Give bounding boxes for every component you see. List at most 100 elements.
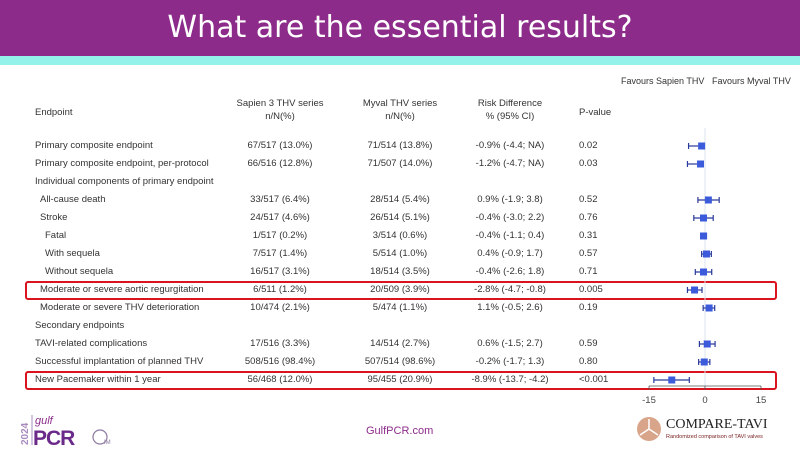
slide-title: What are the essential results? [167,10,633,45]
sapien-cell: 56/468 (12.0%) [247,374,313,385]
p-value-cell: 0.005 [579,284,603,295]
p-value-cell: <0.001 [579,374,609,385]
endpoint-cell: Moderate or severe THV deterioration [40,302,200,313]
header-rd-line1: Risk Difference [477,98,543,109]
p-value-cell: 0.57 [579,248,598,259]
table-row: Individual components of primary endpoin… [0,174,800,192]
endpoint-cell: Successful implantation of planned THV [35,356,204,367]
sapien-cell: 33/517 (6.4%) [250,194,310,205]
header-sapien: Sapien 3 THV series n/N(%) [237,97,324,123]
endpoint-cell: New Pacemaker within 1 year [35,374,161,385]
myval-cell: 95/455 (20.9%) [367,374,433,385]
x-tick-label: -15 [642,395,656,406]
risk-difference-cell: -2.8% (-4.7; -0.8) [474,284,546,295]
sapien-cell: 7/517 (1.4%) [252,248,308,259]
sapien-cell: 24/517 (4.6%) [250,212,310,223]
table-row: Moderate or severe THV deterioration 10/4… [0,300,800,318]
point-estimate-marker [702,250,710,258]
p-value-cell: 0.02 [579,140,598,151]
svg-text:COMPARE-TAVI: COMPARE-TAVI [666,417,768,432]
point-estimate-marker [700,268,708,276]
p-value-cell: 0.52 [579,194,598,205]
table-row: Without sequela 16/517 (3.1%) 18/514 (3.5%… [0,264,800,282]
svg-text:PCR: PCR [33,427,75,447]
risk-difference-cell: -1.2% (-4.7; NA) [475,158,545,169]
header-risk-difference: Risk Difference % (95% CI) [478,97,542,123]
header-accent-strip [0,56,800,65]
risk-difference-cell: -0.4% (-1.1; 0.4) [475,230,545,241]
point-estimate-marker [697,160,705,168]
point-estimate-marker [700,232,708,240]
endpoint-cell: Without sequela [45,266,114,277]
sapien-cell: 508/516 (98.4%) [244,356,316,367]
point-estimate-marker [668,376,676,384]
favours-sapien-label: Favours Sapien THV [621,76,705,86]
x-tick-label: 0 [702,395,707,406]
x-tick-label: 15 [756,395,767,406]
sapien-cell: 1/517 (0.2%) [252,230,308,241]
myval-cell: 20/509 (3.9%) [370,284,430,295]
header-rd-line2: % (95% CI) [485,111,535,122]
table-row: TAVI-related complications 17/516 (3.3%) 1… [0,336,800,354]
endpoint-cell: Moderate or severe aortic regurgitation [40,284,204,295]
compare-tavi-logo: COMPARE-TAVI Randomized comparison of TA… [636,414,796,449]
header-sapien-line1: Sapien 3 THV series [236,98,324,109]
svg-text:IM: IM [104,440,111,446]
p-value-cell: 0.31 [579,230,598,241]
header-myval-line1: Myval THV series [362,98,438,109]
table-row: Secondary endpoints [0,318,800,336]
header-myval-line2: n/N(%) [385,111,415,122]
sapien-cell: 16/517 (3.1%) [250,266,310,277]
p-value-cell: 0.80 [579,356,598,367]
favours-myval-label: Favours Myval THV [712,76,791,86]
highlight-box [25,371,777,390]
sapien-cell: 67/517 (13.0%) [247,140,313,151]
point-estimate-marker [704,196,712,204]
highlight-box [25,281,777,300]
risk-difference-cell: -0.2% (-1.7; 1.3) [475,356,545,367]
risk-difference-cell: -0.9% (-4.4; NA) [475,140,545,151]
sapien-cell: 6/511 (1.2%) [253,284,307,295]
endpoint-cell: TAVI-related complications [35,338,148,349]
risk-difference-cell: 1.1% (-0.5; 2.6) [477,302,543,313]
endpoint-cell: Secondary endpoints [35,320,125,331]
table-row: Fatal 1/517 (0.2%) 3/514 (0.6%) -0.4% (-1.1… [0,228,800,246]
header-myval: Myval THV series n/N(%) [363,97,437,123]
endpoint-cell: Primary composite endpoint [35,140,153,151]
table-row: Moderate or severe aortic regurgitation 6… [0,281,800,300]
endpoint-cell: Individual components of primary endpoin… [35,176,214,187]
myval-cell: 3/514 (0.6%) [372,230,428,241]
risk-difference-cell: -0.4% (-2.6; 1.8) [475,266,545,277]
endpoint-cell: With sequela [45,248,100,259]
risk-difference-cell: 0.4% (-0.9; 1.7) [477,248,543,259]
sapien-cell: 17/516 (3.3%) [250,338,310,349]
sapien-cell: 10/474 (2.1%) [250,302,310,313]
table-row: New Pacemaker within 1 year 56/468 (12.0%… [0,371,800,390]
myval-cell: 71/514 (13.8%) [367,140,433,151]
p-value-cell: 0.76 [579,212,598,223]
svg-text:Randomized comparison of TAVI: Randomized comparison of TAVI valves [666,434,763,440]
gulfpcr-link[interactable]: GulfPCR.com [366,425,434,437]
myval-cell: 28/514 (5.4%) [370,194,430,205]
gulfpcr-logo: 2024 gulf PCR IM [18,413,128,452]
risk-difference-cell: 0.9% (-1.9; 3.8) [477,194,543,205]
table-row: Stroke 24/517 (4.6%) 26/514 (5.1%) -0.4% (-… [0,210,800,228]
risk-difference-cell: 0.6% (-1.5; 2.7) [477,338,543,349]
endpoint-cell: Primary composite endpoint, per-protocol [35,158,209,169]
myval-cell: 71/507 (14.0%) [367,158,433,169]
point-estimate-marker [700,358,708,366]
point-estimate-marker [703,340,711,348]
endpoint-cell: Stroke [40,212,68,223]
point-estimate-marker [705,304,713,312]
p-value-cell: 0.03 [579,158,598,169]
header-p-value: P-value [579,107,612,118]
endpoint-cell: Fatal [45,230,67,241]
point-estimate-marker [691,286,699,294]
myval-cell: 26/514 (5.1%) [370,212,430,223]
risk-difference-cell: -0.4% (-3.0; 2.2) [475,212,545,223]
endpoint-cell: All-cause death [40,194,106,205]
table-row: Successful implantation of planned THV 50… [0,354,800,372]
table-row: Primary composite endpoint 67/517 (13.0%)… [0,138,800,156]
p-value-cell: 0.71 [579,266,598,277]
